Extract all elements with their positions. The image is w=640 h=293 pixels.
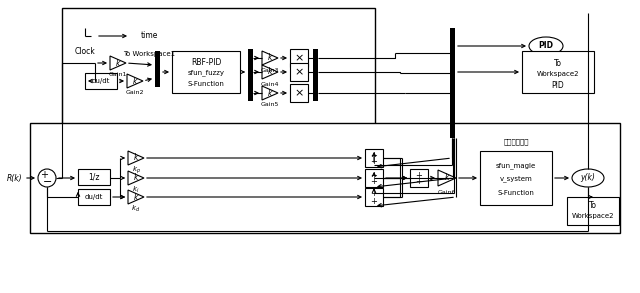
Text: ×: × [294, 53, 304, 63]
Text: Gain3: Gain3 [260, 67, 279, 72]
Bar [85, 73, 117, 89]
Text: S-Function: S-Function [497, 190, 534, 196]
Text: +: + [371, 151, 378, 159]
Bar [248, 49, 253, 101]
Text: k: k [268, 88, 272, 98]
Bar [130, 27, 168, 45]
Text: +: + [371, 197, 378, 205]
Bar [522, 51, 594, 93]
Text: PID: PID [552, 81, 564, 89]
Text: +: + [40, 170, 48, 180]
Text: time: time [140, 32, 157, 40]
Circle shape [74, 25, 96, 47]
Text: Clock: Clock [75, 47, 95, 57]
Text: sfun_fuzzy: sfun_fuzzy [188, 69, 225, 76]
Text: R(k): R(k) [7, 173, 23, 183]
Text: Workspace2: Workspace2 [572, 213, 614, 219]
Bar [410, 169, 428, 187]
Text: S-Function: S-Function [188, 81, 225, 87]
Text: +: + [371, 190, 378, 198]
Text: PID: PID [538, 42, 554, 50]
Text: Gain5: Gain5 [261, 103, 279, 108]
Text: k: k [134, 173, 138, 183]
Bar [567, 197, 619, 225]
Polygon shape [128, 151, 144, 165]
Text: y(k): y(k) [580, 173, 595, 183]
Text: $k_p$: $k_p$ [132, 164, 140, 176]
Bar [450, 28, 455, 138]
Text: −: − [44, 177, 52, 187]
Text: ×: × [294, 67, 304, 77]
Text: To Workspace1: To Workspace1 [123, 51, 175, 57]
Bar [365, 169, 383, 187]
Polygon shape [110, 56, 126, 70]
Text: +: + [371, 158, 378, 166]
Circle shape [38, 169, 56, 187]
Bar [78, 189, 110, 205]
Polygon shape [128, 171, 144, 185]
Ellipse shape [529, 37, 563, 55]
Text: du/dt: du/dt [85, 194, 103, 200]
Text: +: + [415, 171, 422, 180]
Text: To: To [554, 59, 562, 67]
Polygon shape [438, 170, 456, 186]
Text: +: + [371, 178, 378, 187]
Bar [365, 188, 383, 206]
Text: du/dt: du/dt [92, 78, 110, 84]
Text: k: k [268, 54, 272, 62]
Text: k: k [134, 154, 138, 163]
Bar [480, 151, 552, 205]
Bar [365, 149, 383, 167]
Polygon shape [262, 86, 278, 100]
Text: k: k [133, 76, 137, 86]
Text: Gain1: Gain1 [109, 72, 127, 78]
Text: v_system: v_system [500, 176, 532, 183]
Text: k: k [134, 193, 138, 202]
Text: Gain4: Gain4 [260, 81, 279, 86]
Text: Workspace2: Workspace2 [537, 71, 579, 77]
Text: $k_d$: $k_d$ [131, 204, 141, 214]
Ellipse shape [572, 169, 604, 187]
Polygon shape [262, 51, 278, 65]
Text: RBF-PID: RBF-PID [191, 58, 221, 67]
Text: sfun_magle: sfun_magle [496, 163, 536, 169]
Text: Gain2: Gain2 [125, 91, 144, 96]
Polygon shape [128, 190, 144, 204]
Text: k: k [445, 173, 449, 183]
Text: k: k [268, 67, 272, 76]
Bar [172, 51, 240, 93]
Text: ×: × [294, 88, 304, 98]
Bar [290, 63, 308, 81]
Text: k: k [116, 59, 120, 67]
Bar [313, 49, 318, 101]
Bar [30, 123, 620, 233]
Text: +: + [371, 171, 378, 180]
Text: 1/z: 1/z [88, 173, 100, 181]
Bar [62, 8, 375, 138]
Bar [290, 49, 308, 67]
Text: 永磁操动机构: 永磁操动机构 [503, 139, 529, 145]
Bar [290, 84, 308, 102]
Text: $k_i$: $k_i$ [132, 185, 140, 195]
Polygon shape [262, 65, 278, 79]
Text: Gain6: Gain6 [438, 190, 456, 195]
Bar [78, 169, 110, 185]
Polygon shape [127, 74, 143, 88]
Text: To: To [589, 202, 597, 210]
Text: +: + [415, 178, 422, 187]
Bar [155, 51, 160, 87]
